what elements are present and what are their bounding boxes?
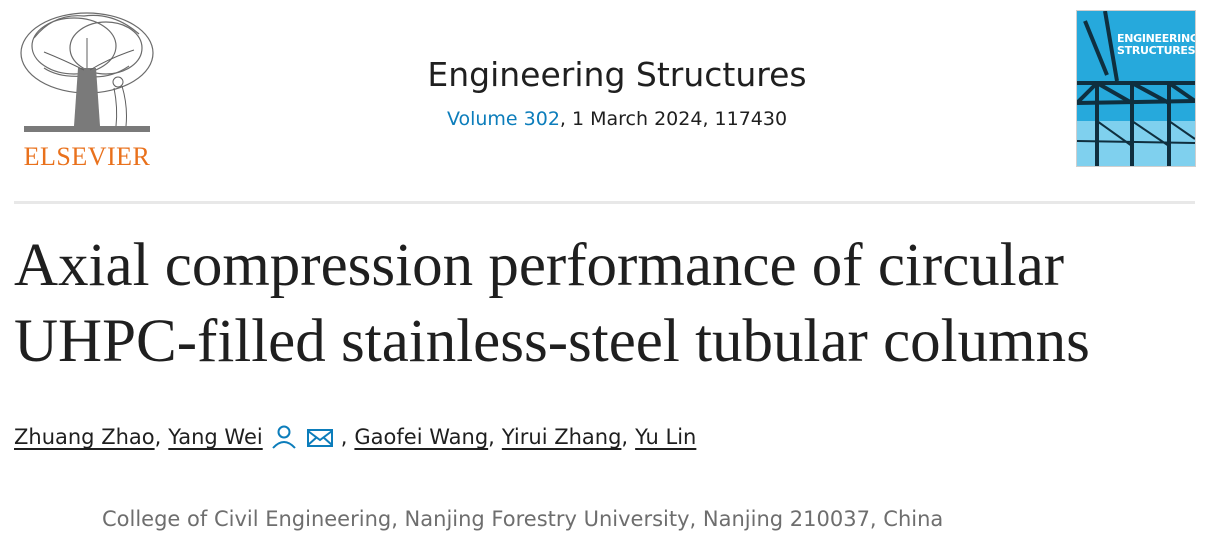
journal-header: Engineering Structures Volume 302, 1 Mar… — [310, 55, 924, 130]
affiliation: College of Civil Engineering, Nanjing Fo… — [102, 507, 944, 531]
envelope-icon[interactable] — [305, 424, 335, 450]
publisher-logo-text: ELSEVIER — [23, 142, 151, 171]
author-separator: , — [154, 425, 162, 449]
author-link[interactable]: Yang Wei — [168, 425, 263, 449]
issue-line: Volume 302, 1 March 2024, 117430 — [310, 108, 924, 130]
header-divider — [14, 201, 1195, 204]
cover-bridge-image — [1077, 11, 1195, 166]
volume-link[interactable]: Volume 302 — [446, 108, 560, 130]
elsevier-logo[interactable]: ELSEVIER — [14, 8, 160, 171]
journal-cover[interactable]: Engineering Structures — [1076, 10, 1196, 167]
issue-details: , 1 March 2024, 117430 — [559, 108, 788, 130]
author-link[interactable]: Zhuang Zhao — [14, 425, 155, 449]
author-link[interactable]: Yirui Zhang — [501, 425, 622, 449]
journal-title-link[interactable]: Engineering Structures — [427, 55, 807, 94]
author-separator: , — [621, 425, 629, 449]
author-link[interactable]: Gaofei Wang — [354, 425, 489, 449]
person-icon[interactable] — [269, 424, 299, 450]
author-separator: , — [488, 425, 495, 449]
article-title: Axial compression performance of circula… — [14, 232, 1090, 375]
cover-title: Engineering Structures — [1117, 32, 1196, 57]
author-separator: , — [340, 425, 348, 449]
author-link[interactable]: Yu Lin — [635, 425, 697, 449]
tree-icon — [20, 12, 154, 132]
author-list: Zhuang Zhao , Yang Wei , Gaofei Wang , Y… — [14, 424, 696, 450]
